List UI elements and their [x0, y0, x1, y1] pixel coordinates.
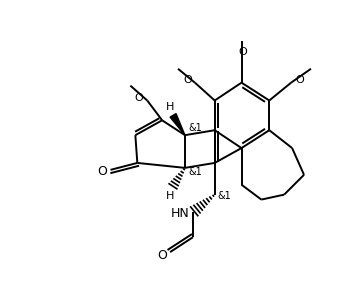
Text: O: O [98, 165, 107, 178]
Text: H: H [166, 191, 174, 201]
Text: O: O [295, 75, 304, 85]
Text: O: O [183, 75, 192, 85]
Text: O: O [135, 92, 143, 103]
Text: H: H [166, 102, 174, 112]
Text: &1: &1 [218, 191, 232, 201]
Text: HN: HN [171, 207, 190, 220]
Polygon shape [170, 114, 185, 135]
Text: O: O [157, 249, 167, 261]
Text: &1: &1 [188, 123, 202, 133]
Text: &1: &1 [188, 167, 202, 177]
Text: O: O [238, 47, 247, 57]
